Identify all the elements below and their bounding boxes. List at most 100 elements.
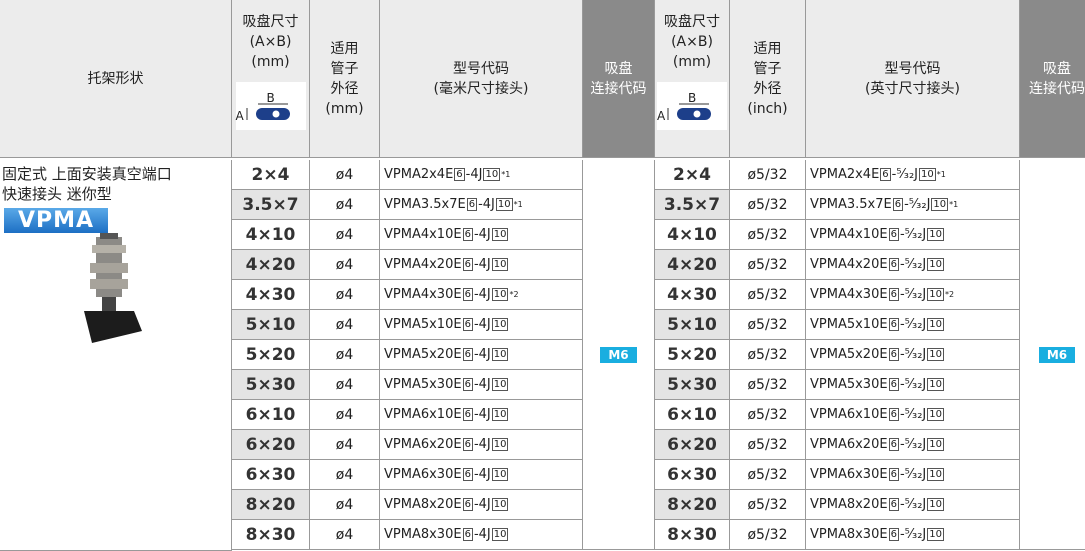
- size-cell: 6×30: [655, 460, 730, 490]
- size-cell: 4×10: [232, 220, 310, 250]
- size: 8×30: [667, 524, 717, 545]
- size-cell: 4×30: [655, 280, 730, 310]
- suffix: -⁵⁄₃₂J: [899, 257, 927, 272]
- model-cell: VPMA5x10E 6 -4J 10: [380, 310, 583, 340]
- model: VPMA5x10E: [810, 317, 888, 332]
- code-box: 10: [491, 408, 509, 421]
- header-line: 外径: [330, 80, 359, 97]
- tube-cell: ø4: [310, 280, 380, 310]
- diagram-b: B: [688, 91, 697, 105]
- header-model: 型号代码 (毫米尺寸接头): [380, 0, 583, 158]
- size-cell: 8×30: [655, 520, 730, 550]
- model-cell: VPMA4x10E 6 -4J 10: [380, 220, 583, 250]
- code-box: 6: [462, 228, 473, 241]
- size: 5×10: [667, 314, 717, 335]
- suffix: -4J: [478, 197, 495, 212]
- suffix: -⁵⁄₃₂J: [899, 497, 927, 512]
- model: VPMA5x10E: [384, 317, 462, 332]
- model-cell: VPMA4x10E 6 -⁵⁄₃₂J 10: [806, 220, 1020, 250]
- conn-cell: M6: [583, 160, 655, 550]
- size: 5×10: [245, 314, 296, 335]
- model: VPMA3.5x7E: [384, 197, 466, 212]
- tube-cell: ø5/32: [730, 310, 806, 340]
- tube: ø5/32: [747, 286, 788, 303]
- code-box: 6: [888, 468, 899, 481]
- header-line: (A×B): [671, 34, 713, 50]
- tube: ø4: [335, 376, 354, 393]
- note: *1: [949, 200, 959, 209]
- size: 2×4: [673, 164, 711, 185]
- header-line: (inch): [747, 100, 788, 117]
- tube-cell: ø5/32: [730, 430, 806, 460]
- model-cell: VPMA4x20E 6 -⁵⁄₃₂J 10: [806, 250, 1020, 280]
- model: VPMA4x30E: [384, 287, 462, 302]
- header-model: 型号代码 (英寸尺寸接头): [806, 0, 1020, 158]
- code-box: 6: [462, 498, 473, 511]
- size-cell: 5×20: [232, 340, 310, 370]
- code-box: 10: [927, 528, 945, 541]
- code-box: 6: [462, 528, 473, 541]
- product-cell: 固定式 上面安装真空端口 快速接头 迷你型 VPMA: [0, 160, 232, 551]
- code-box: 10: [919, 168, 936, 181]
- model-cell: VPMA3.5x7E 6 -4J 10 *1: [380, 190, 583, 220]
- model: VPMA4x30E: [810, 287, 888, 302]
- code-box: 6: [462, 468, 473, 481]
- note: *1: [501, 170, 511, 179]
- header-line: (mm): [672, 54, 712, 70]
- size: 8×30: [245, 524, 296, 545]
- tube-cell: ø5/32: [730, 400, 806, 430]
- header-line: (mm): [251, 54, 290, 70]
- header-shape: 托架形状: [0, 0, 232, 158]
- code-box: 10: [927, 318, 945, 331]
- tube: ø5/32: [747, 256, 788, 273]
- code-box: 10: [927, 468, 945, 481]
- code-box: 10: [491, 228, 509, 241]
- size-cell: 6×10: [655, 400, 730, 430]
- tube: ø4: [335, 436, 354, 453]
- header-line: (A×B): [249, 34, 292, 50]
- suffix: -4J: [473, 497, 491, 512]
- code-box: 10: [483, 168, 501, 181]
- tube-cell: ø4: [310, 490, 380, 520]
- model-cell: VPMA8x30E 6 -⁵⁄₃₂J 10: [806, 520, 1020, 550]
- size: 6×20: [245, 434, 296, 455]
- code-box: 10: [927, 348, 945, 361]
- header-line: 吸盘: [604, 60, 633, 77]
- tube: ø5/32: [747, 406, 788, 423]
- code-box: 10: [927, 228, 945, 241]
- tube-cell: ø4: [310, 520, 380, 550]
- model: VPMA5x30E: [810, 377, 888, 392]
- size-cell: 8×20: [655, 490, 730, 520]
- product-desc: 快速接头 迷你型: [2, 185, 112, 203]
- size-cell: 5×10: [655, 310, 730, 340]
- tube: ø4: [335, 166, 354, 183]
- size: 6×30: [245, 464, 296, 485]
- note: *2: [945, 290, 955, 299]
- size: 2×4: [251, 164, 290, 185]
- size-cell: 5×30: [655, 370, 730, 400]
- tube: ø5/32: [747, 526, 788, 543]
- tube-cell: ø5/32: [730, 220, 806, 250]
- model-cell: VPMA2x4E 6 -4J 10 *1: [380, 160, 583, 190]
- model: VPMA6x20E: [810, 437, 888, 452]
- tube-cell: ø4: [310, 310, 380, 340]
- product-image: [84, 233, 142, 343]
- size-cell: 8×20: [232, 490, 310, 520]
- diagram-b: B: [266, 91, 275, 105]
- tube: ø4: [335, 256, 354, 273]
- model: VPMA6x10E: [810, 407, 888, 422]
- code-box: 10: [491, 318, 509, 331]
- suffix: -4J: [473, 227, 491, 242]
- tube-cell: ø4: [310, 160, 380, 190]
- suffix: -⁵⁄₃₂J: [904, 197, 931, 212]
- header-line: 吸盘: [1043, 60, 1071, 77]
- suffix: -4J: [473, 347, 491, 362]
- size: 4×10: [245, 224, 296, 245]
- model-cell: VPMA5x20E 6 -⁵⁄₃₂J 10: [806, 340, 1020, 370]
- model: VPMA6x30E: [810, 467, 888, 482]
- code-box: 6: [462, 318, 473, 331]
- size: 4×30: [245, 284, 296, 305]
- suffix: -4J: [473, 377, 491, 392]
